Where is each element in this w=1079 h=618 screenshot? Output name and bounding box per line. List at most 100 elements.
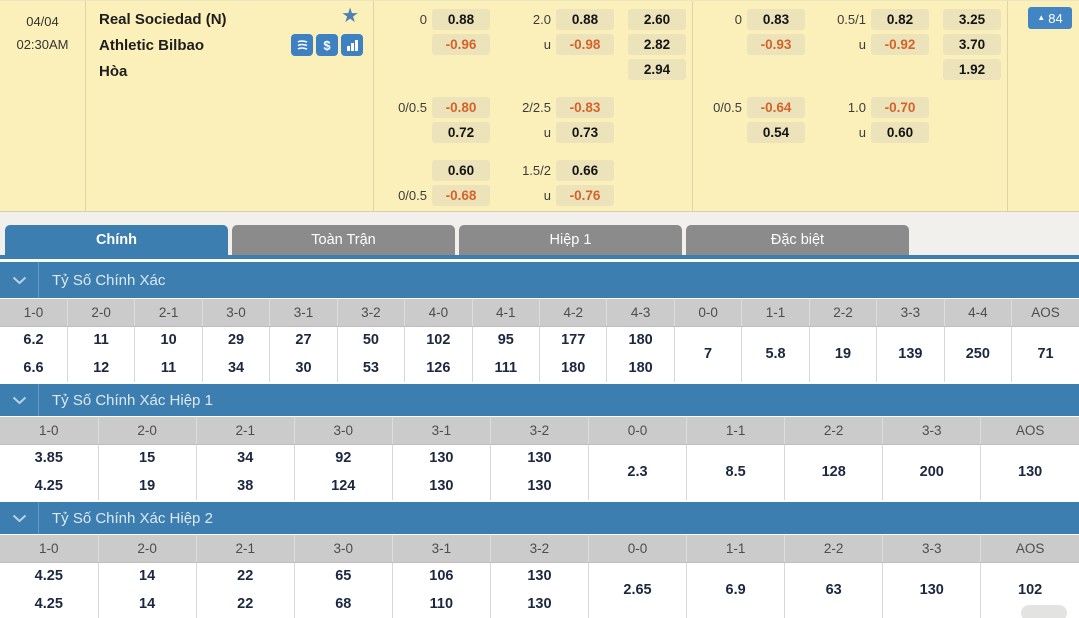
score-odds[interactable]: 139: [877, 326, 944, 382]
score-odds[interactable]: 4.25: [0, 562, 98, 590]
score-odds[interactable]: 124: [294, 472, 392, 500]
score-odds[interactable]: 65: [294, 562, 392, 590]
score-odds[interactable]: 130: [490, 562, 588, 590]
score-odds[interactable]: 27: [270, 326, 337, 354]
odds-value[interactable]: 3.25: [943, 9, 1001, 30]
score-odds[interactable]: 2.65: [588, 562, 686, 618]
score-odds[interactable]: 130: [490, 590, 588, 618]
score-odds[interactable]: 29: [202, 326, 269, 354]
odds-value[interactable]: 0.66: [556, 160, 614, 181]
odds-value[interactable]: 0.60: [432, 160, 490, 181]
odds-value[interactable]: -0.68: [432, 185, 490, 206]
score-odds[interactable]: 130: [883, 562, 981, 618]
score-odds[interactable]: 14: [98, 590, 196, 618]
score-odds[interactable]: 4.25: [0, 590, 98, 618]
odds-value[interactable]: -0.96: [432, 34, 490, 55]
score-odds[interactable]: 34: [196, 444, 294, 472]
odds-value[interactable]: 0.60: [871, 122, 929, 143]
score-odds[interactable]: 19: [809, 326, 876, 382]
score-odds[interactable]: 12: [67, 354, 134, 382]
bet-slip-icon[interactable]: [291, 34, 313, 56]
score-odds[interactable]: 110: [392, 590, 490, 618]
score-odds[interactable]: 102: [405, 326, 472, 354]
odds-value[interactable]: -0.70: [871, 97, 929, 118]
score-odds[interactable]: 177: [540, 326, 607, 354]
score-odds[interactable]: 30: [270, 354, 337, 382]
odds-value[interactable]: 0.54: [747, 122, 805, 143]
score-odds[interactable]: 130: [392, 444, 490, 472]
more-markets-badge[interactable]: ▲ 84: [1028, 7, 1072, 29]
collapse-toggle[interactable]: [0, 502, 39, 534]
score-odds[interactable]: 68: [294, 590, 392, 618]
odds-value[interactable]: 0.88: [556, 9, 614, 30]
odds-value[interactable]: -0.76: [556, 185, 614, 206]
score-odds[interactable]: 38: [196, 472, 294, 500]
score-odds[interactable]: 130: [981, 444, 1079, 500]
score-odds[interactable]: 5.8: [742, 326, 809, 382]
score-odds[interactable]: 14: [98, 562, 196, 590]
odds-value[interactable]: -0.64: [747, 97, 805, 118]
score-odds[interactable]: 250: [944, 326, 1011, 382]
odds-value[interactable]: 3.70: [943, 34, 1001, 55]
score-odds[interactable]: 3.85: [0, 444, 98, 472]
score-odds[interactable]: 111: [472, 354, 539, 382]
score-odds[interactable]: 8.5: [687, 444, 785, 500]
score-odds[interactable]: 126: [405, 354, 472, 382]
score-odds[interactable]: 95: [472, 326, 539, 354]
tab-2[interactable]: Toàn Trận: [232, 225, 455, 255]
score-odds[interactable]: 11: [135, 354, 202, 382]
score-odds[interactable]: 63: [785, 562, 883, 618]
score-odds[interactable]: 92: [294, 444, 392, 472]
odds-value[interactable]: 0.88: [432, 9, 490, 30]
tab-3[interactable]: Hiệp 1: [459, 225, 682, 255]
score-odds[interactable]: 106: [392, 562, 490, 590]
score-odds[interactable]: 6.2: [0, 326, 67, 354]
score-odds[interactable]: 180: [607, 354, 674, 382]
score-odds[interactable]: 11: [67, 326, 134, 354]
score-odds[interactable]: 22: [196, 562, 294, 590]
section-header[interactable]: Tỷ Số Chính Xác: [0, 262, 1079, 298]
score-odds[interactable]: 53: [337, 354, 404, 382]
score-odds[interactable]: 2.3: [588, 444, 686, 500]
score-odds[interactable]: 6.6: [0, 354, 67, 382]
score-odds[interactable]: 180: [607, 326, 674, 354]
score-odds[interactable]: 34: [202, 354, 269, 382]
odds-value[interactable]: 2.82: [628, 34, 686, 55]
score-odds[interactable]: 50: [337, 326, 404, 354]
odds-value[interactable]: 0.83: [747, 9, 805, 30]
collapse-toggle[interactable]: [0, 384, 39, 416]
score-odds[interactable]: 130: [392, 472, 490, 500]
score-odds[interactable]: 200: [883, 444, 981, 500]
odds-value[interactable]: -0.93: [747, 34, 805, 55]
score-odds[interactable]: 10: [135, 326, 202, 354]
odds-value[interactable]: -0.80: [432, 97, 490, 118]
section-header[interactable]: Tỷ Số Chính Xác Hiệp 2: [0, 502, 1079, 534]
score-odds[interactable]: 19: [98, 472, 196, 500]
score-odds[interactable]: 15: [98, 444, 196, 472]
score-odds[interactable]: 71: [1012, 326, 1079, 382]
odds-value[interactable]: 0.82: [871, 9, 929, 30]
odds-value[interactable]: -0.98: [556, 34, 614, 55]
tab-4[interactable]: Đặc biệt: [686, 225, 909, 255]
odds-value[interactable]: 2.60: [628, 9, 686, 30]
score-odds[interactable]: 180: [540, 354, 607, 382]
odds-value[interactable]: -0.92: [871, 34, 929, 55]
odds-value[interactable]: 0.72: [432, 122, 490, 143]
score-odds[interactable]: 6.9: [687, 562, 785, 618]
cash-out-icon[interactable]: $: [316, 34, 338, 56]
favorite-star-icon[interactable]: ★: [341, 6, 359, 26]
score-odds[interactable]: 4.25: [0, 472, 98, 500]
odds-value[interactable]: 2.94: [628, 59, 686, 80]
section-header[interactable]: Tỷ Số Chính Xác Hiệp 1: [0, 384, 1079, 416]
score-odds[interactable]: 130: [490, 444, 588, 472]
odds-value[interactable]: 1.92: [943, 59, 1001, 80]
score-odds[interactable]: 22: [196, 590, 294, 618]
odds-value[interactable]: 0.73: [556, 122, 614, 143]
collapse-toggle[interactable]: [0, 262, 39, 298]
odds-value[interactable]: -0.83: [556, 97, 614, 118]
score-odds[interactable]: 130: [490, 472, 588, 500]
stats-icon[interactable]: [341, 34, 363, 56]
tab-1[interactable]: Chính: [5, 225, 228, 255]
score-odds[interactable]: 7: [674, 326, 741, 382]
score-odds[interactable]: 128: [785, 444, 883, 500]
